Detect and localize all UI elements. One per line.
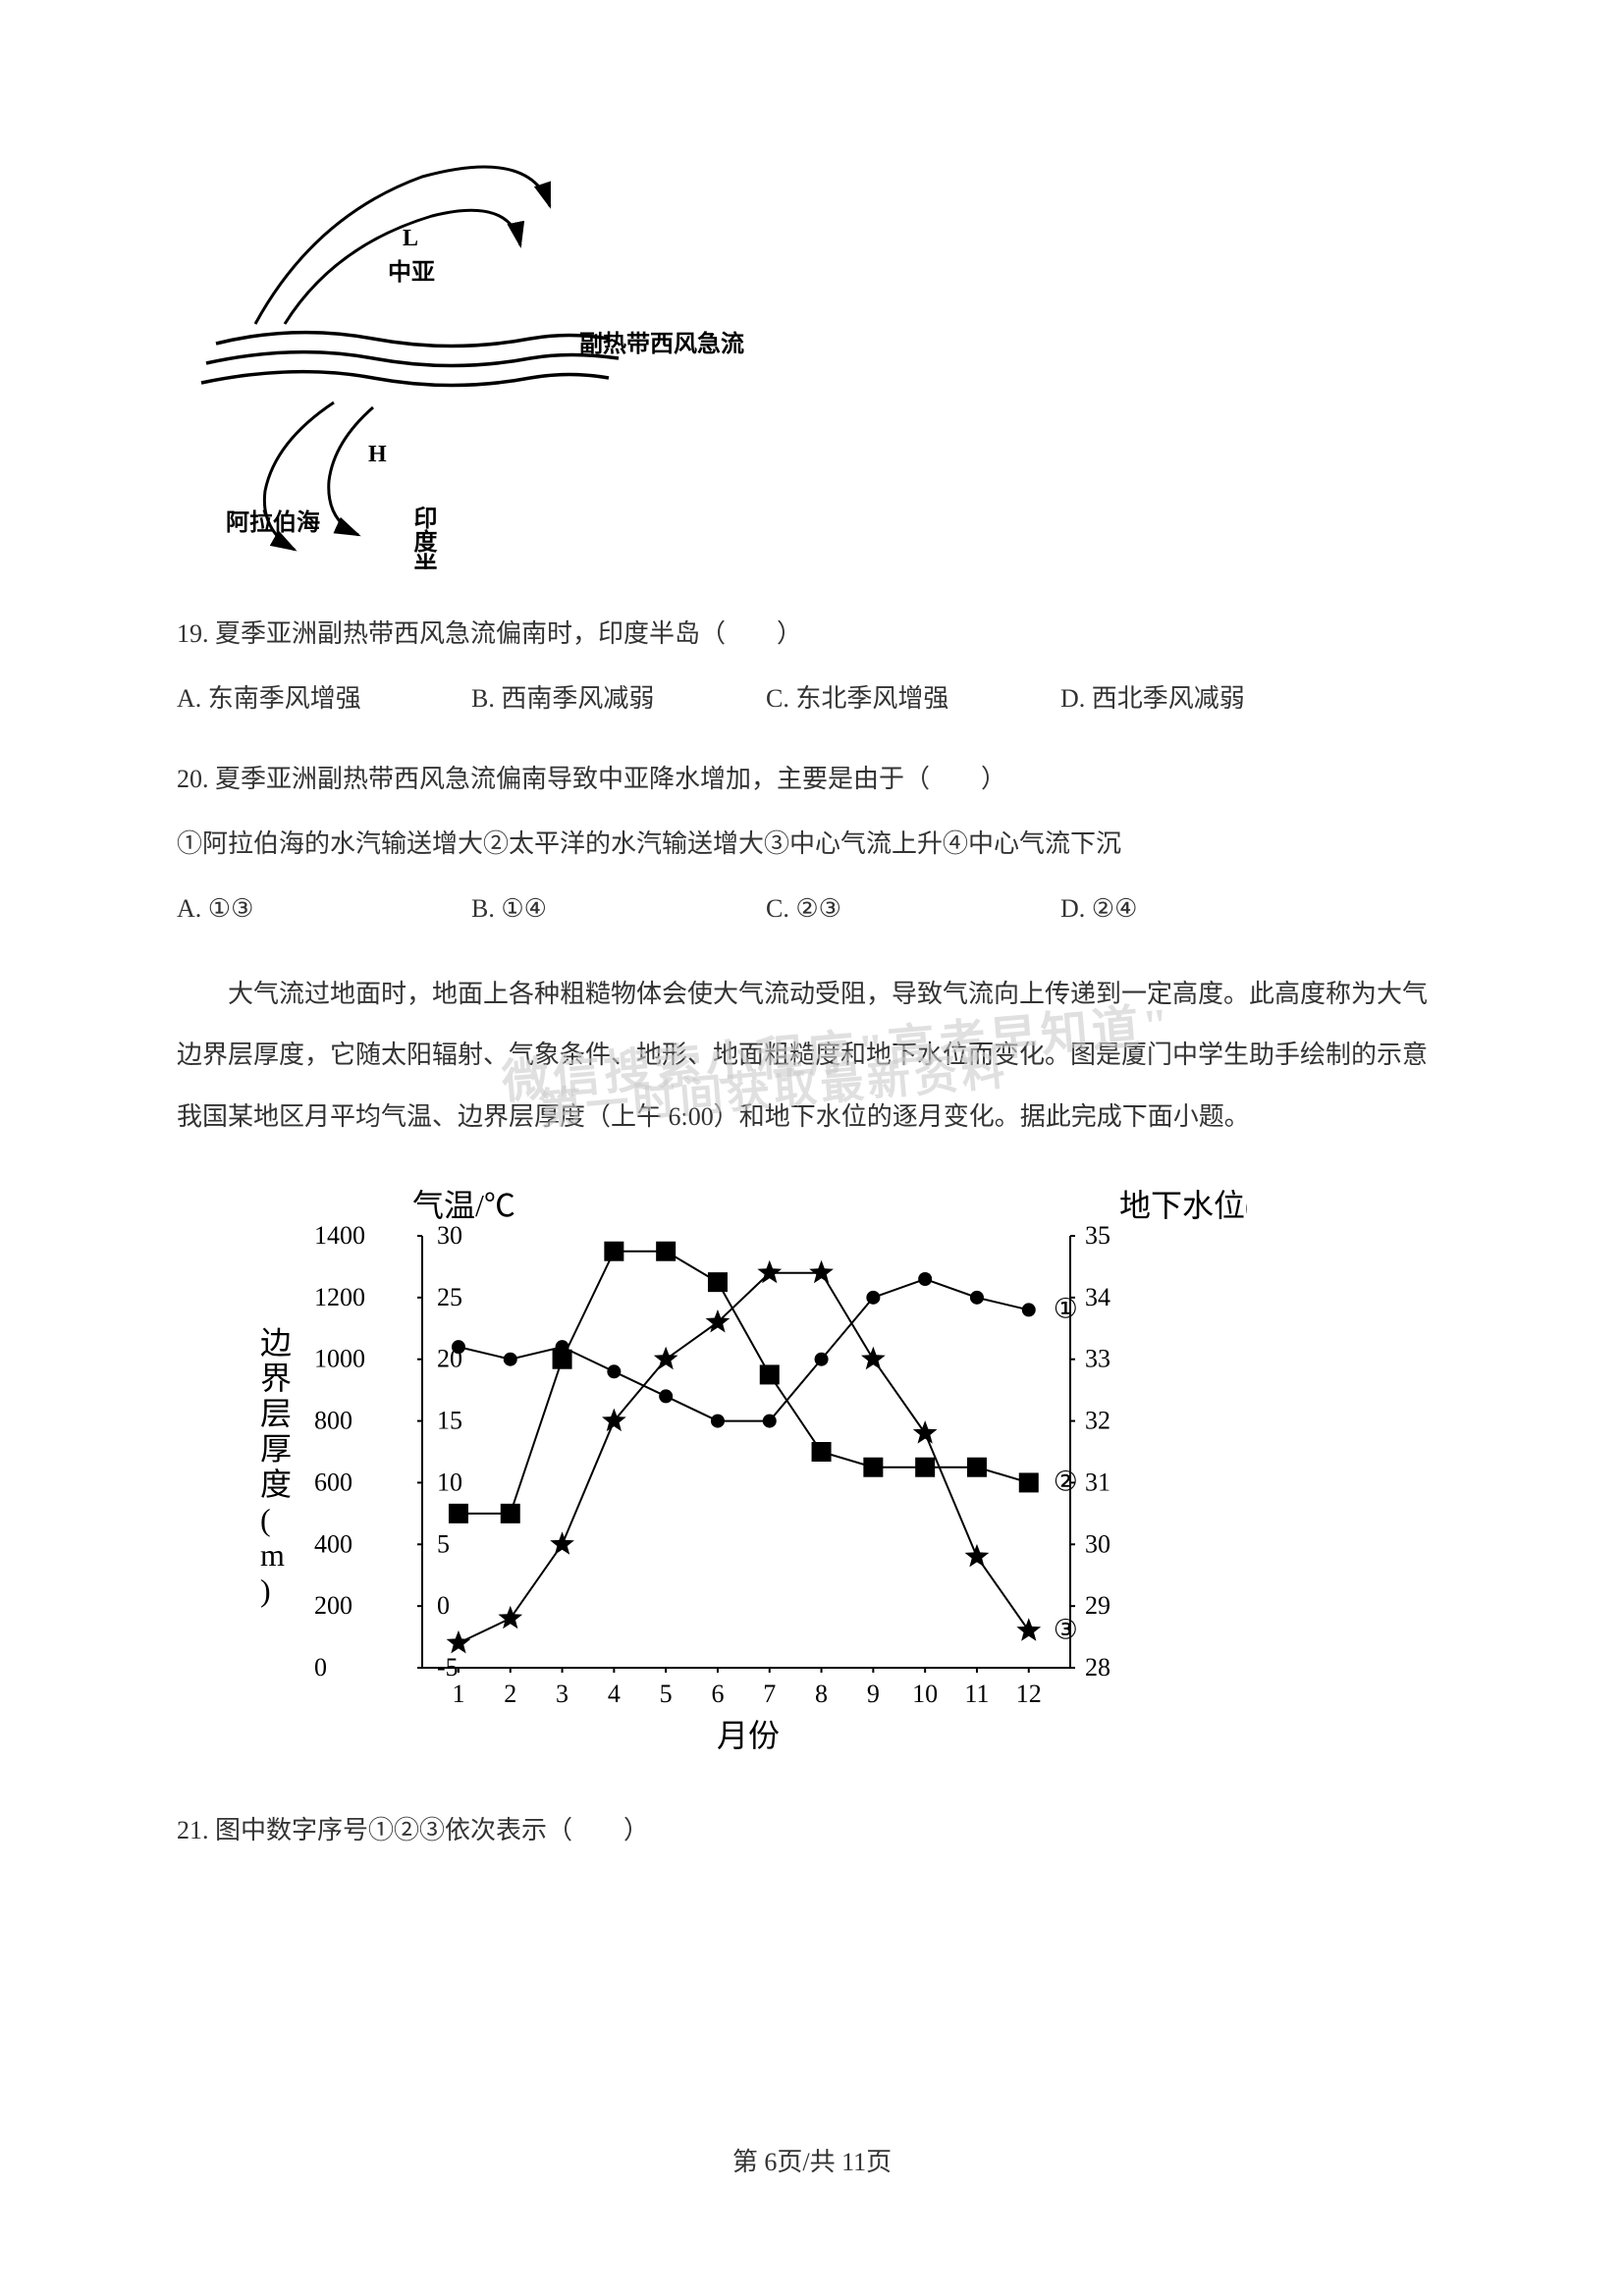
chart-svg: 边界层厚度(m)气温/℃地下水位(m)月份0200400600800100012… [216, 1177, 1247, 1766]
q21-stem: 图中数字序号①②③依次表示（ ） [215, 1816, 649, 1844]
svg-text:9: 9 [867, 1680, 880, 1708]
svg-text:25: 25 [437, 1283, 462, 1311]
svg-text:地下水位(m): 地下水位(m) [1119, 1188, 1247, 1223]
svg-text:层: 层 [260, 1396, 292, 1431]
label-L: L [403, 226, 418, 251]
q20-option-c: C. ②③ [766, 883, 1001, 934]
q19-stem: 夏季亚洲副热带西风急流偏南时，印度半岛（ ） [215, 619, 802, 648]
question-19: 19. 夏季亚洲副热带西风急流偏南时，印度半岛（ ） A. 东南季风增强 B. … [177, 609, 1447, 724]
svg-text:m: m [260, 1537, 285, 1573]
q20-options: A. ①③ B. ①④ C. ②③ D. ②④ [177, 883, 1447, 934]
svg-text:1400: 1400 [314, 1221, 365, 1250]
svg-text:200: 200 [314, 1591, 352, 1620]
monthly-chart: 边界层厚度(m)气温/℃地下水位(m)月份0200400600800100012… [216, 1177, 1247, 1766]
q19-option-a: A. 东南季风增强 [177, 673, 412, 724]
jet-stream-svg: L 中亚 副热带西风急流 H 阿拉伯海 印度半岛 [177, 118, 766, 569]
jet-stream-diagram: L 中亚 副热带西风急流 H 阿拉伯海 印度半岛 [177, 118, 766, 569]
q20-number: 20. [177, 765, 209, 793]
svg-text:-5: -5 [437, 1653, 459, 1682]
question-21: 21. 图中数字序号①②③依次表示（ ） [177, 1805, 1447, 1856]
svg-text:32: 32 [1085, 1407, 1110, 1435]
svg-text:31: 31 [1085, 1468, 1110, 1497]
svg-text:5: 5 [660, 1680, 673, 1708]
q20-stem: 夏季亚洲副热带西风急流偏南导致中亚降水增加，主要是由于（ ） [215, 765, 1006, 793]
svg-text:①: ① [1054, 1295, 1078, 1325]
svg-text:度: 度 [260, 1467, 292, 1502]
svg-text:1200: 1200 [314, 1283, 365, 1311]
svg-text:0: 0 [437, 1591, 450, 1620]
svg-text:12: 12 [1016, 1680, 1042, 1708]
passage-block: 大气流过地面时，地面上各种粗糙物体会使大气流动受阻，导致气流向上传递到一定高度。… [177, 964, 1447, 1148]
q20-option-d: D. ②④ [1060, 883, 1296, 934]
svg-text:11: 11 [964, 1680, 989, 1708]
q19-number: 19. [177, 619, 209, 648]
svg-text:气温/℃: 气温/℃ [412, 1188, 515, 1223]
svg-text:厚: 厚 [260, 1431, 292, 1467]
svg-text:30: 30 [437, 1221, 462, 1250]
label-indian-peninsula: 印度半岛 [409, 506, 437, 569]
svg-text:8: 8 [815, 1680, 828, 1708]
svg-text:6: 6 [711, 1680, 724, 1708]
svg-text:10: 10 [912, 1680, 938, 1708]
label-jet-stream: 副热带西风急流 [579, 330, 744, 357]
q21-number: 21. [177, 1816, 209, 1844]
svg-text:400: 400 [314, 1529, 352, 1558]
q19-option-d: D. 西北季风减弱 [1060, 673, 1296, 724]
svg-text:7: 7 [763, 1680, 776, 1708]
svg-text:边: 边 [260, 1325, 292, 1361]
svg-text:600: 600 [314, 1468, 352, 1497]
svg-text:1000: 1000 [314, 1345, 365, 1373]
q19-option-c: C. 东北季风增强 [766, 673, 1001, 724]
svg-text:界: 界 [260, 1361, 292, 1396]
svg-text:0: 0 [314, 1653, 327, 1682]
svg-text:1: 1 [452, 1680, 464, 1708]
q19-option-b: B. 西南季风减弱 [471, 673, 707, 724]
svg-text:月份: 月份 [717, 1718, 780, 1753]
svg-text:(: ( [260, 1502, 271, 1537]
svg-text:35: 35 [1085, 1221, 1110, 1250]
svg-text:10: 10 [437, 1468, 462, 1497]
q20-text: 20. 夏季亚洲副热带西风急流偏南导致中亚降水增加，主要是由于（ ） [177, 754, 1447, 805]
svg-text:29: 29 [1085, 1591, 1110, 1620]
label-H: H [368, 442, 387, 467]
question-20: 20. 夏季亚洲副热带西风急流偏南导致中亚降水增加，主要是由于（ ） ①阿拉伯海… [177, 754, 1447, 934]
passage-text: 大气流过地面时，地面上各种粗糙物体会使大气流动受阻，导致气流向上传递到一定高度。… [177, 980, 1428, 1131]
page-footer: 第 6页/共 11页 [0, 2142, 1624, 2178]
q19-text: 19. 夏季亚洲副热带西风急流偏南时，印度半岛（ ） [177, 609, 1447, 660]
svg-text:②: ② [1054, 1468, 1078, 1498]
svg-text:30: 30 [1085, 1529, 1110, 1558]
svg-text:800: 800 [314, 1407, 352, 1435]
svg-text:2: 2 [504, 1680, 516, 1708]
q20-option-a: A. ①③ [177, 883, 412, 934]
svg-text:3: 3 [556, 1680, 568, 1708]
svg-text:5: 5 [437, 1529, 450, 1558]
q20-statements: ①阿拉伯海的水汽输送增大②太平洋的水汽输送增大③中心气流上升④中心气流下沉 [177, 819, 1447, 870]
q20-option-b: B. ①④ [471, 883, 707, 934]
svg-text:15: 15 [437, 1407, 462, 1435]
svg-text:③: ③ [1054, 1615, 1078, 1645]
svg-text:34: 34 [1085, 1283, 1110, 1311]
q19-options: A. 东南季风增强 B. 西南季风减弱 C. 东北季风增强 D. 西北季风减弱 [177, 673, 1447, 724]
svg-text:28: 28 [1085, 1653, 1110, 1682]
svg-text:): ) [260, 1573, 271, 1608]
label-arabian-sea: 阿拉伯海 [226, 508, 320, 536]
svg-text:4: 4 [608, 1680, 621, 1708]
svg-text:33: 33 [1085, 1345, 1110, 1373]
label-central-asia: 中亚 [388, 259, 435, 286]
q21-text: 21. 图中数字序号①②③依次表示（ ） [177, 1805, 1447, 1856]
